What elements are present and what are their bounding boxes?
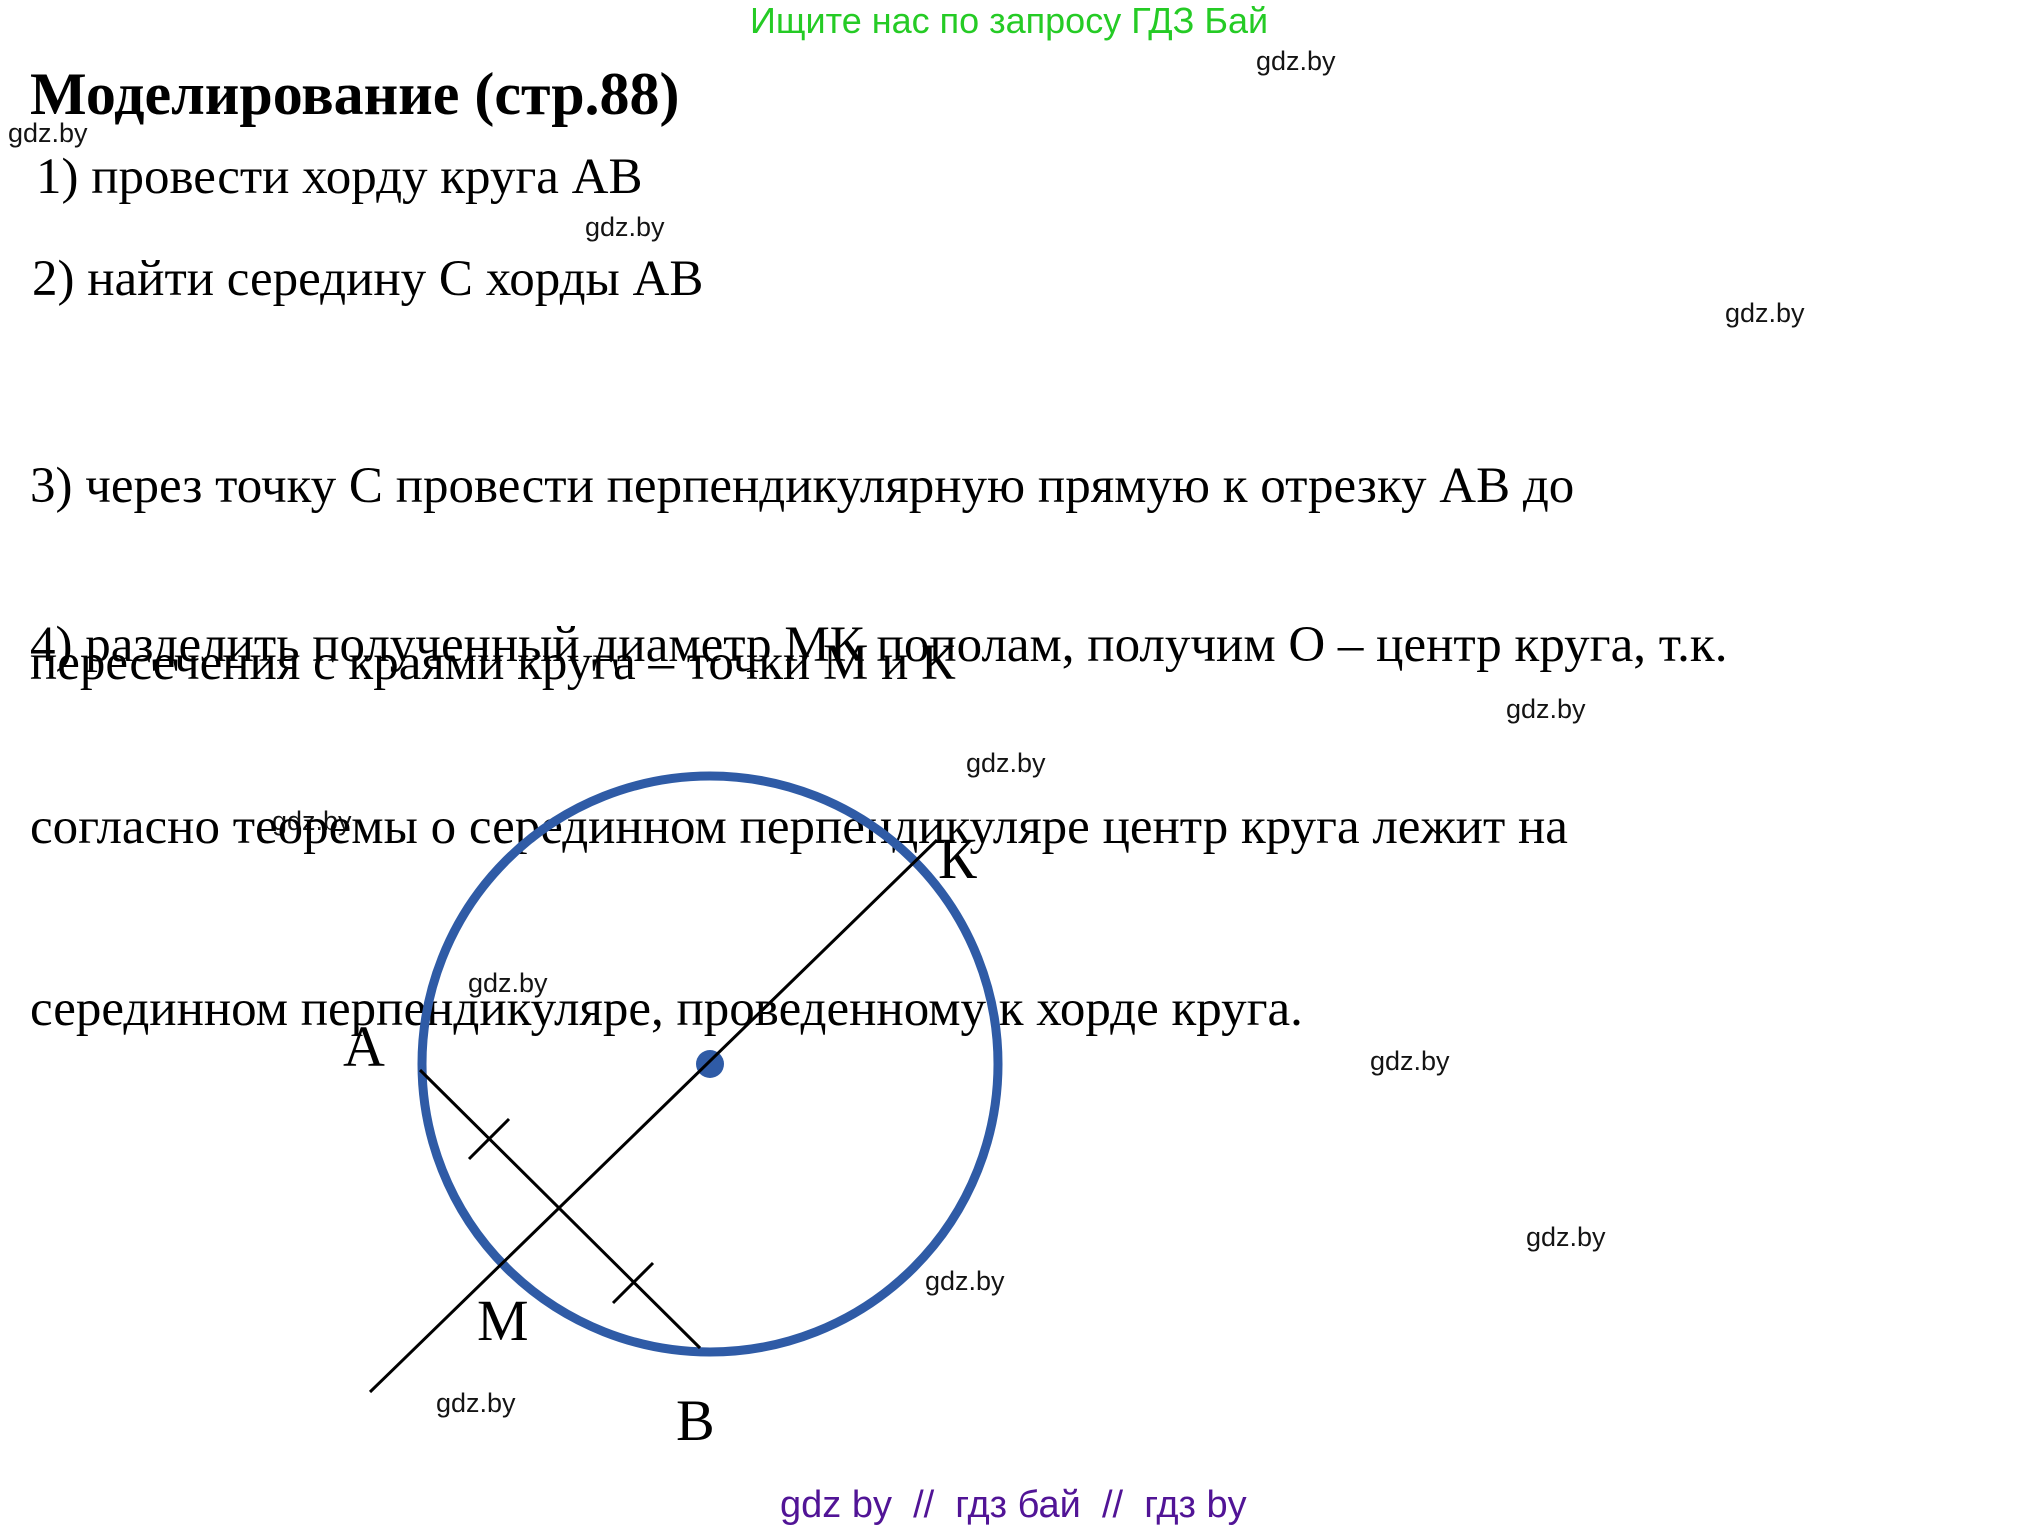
watermark: gdz.by bbox=[436, 1388, 516, 1418]
watermark: gdz.by bbox=[1725, 298, 1805, 328]
promo-banner: Ищите нас по запросу ГДЗ Бай bbox=[750, 0, 1269, 41]
center-point-o bbox=[696, 1050, 724, 1078]
chord-line-ab bbox=[418, 1068, 702, 1350]
watermark: gdz.by bbox=[1526, 1222, 1606, 1252]
step-3: 3) через точку С провести перпендикулярн… bbox=[30, 340, 1574, 810]
step-1: 1) провести хорду круга АВ bbox=[36, 149, 643, 205]
footer-watermark: gdz by // гдз бай // гдз by bbox=[780, 1484, 1247, 1526]
circle-outline bbox=[417, 771, 1003, 1357]
step-3-line-2: пересечения с краями круга – точки М и К bbox=[30, 635, 956, 691]
watermark: gdz.by bbox=[925, 1266, 1005, 1296]
watermark: gdz.by bbox=[1506, 694, 1586, 724]
label-point-k: К bbox=[938, 826, 977, 891]
page-title: Моделирование (стр.88) bbox=[30, 61, 680, 127]
tick-mark-cb bbox=[611, 1261, 655, 1305]
label-point-b: В bbox=[676, 1388, 715, 1453]
watermark: gdz.by bbox=[1256, 46, 1336, 76]
step-4-line-2: согласно теоремы о серединном перпендику… bbox=[30, 799, 1568, 855]
watermark: gdz.by bbox=[966, 748, 1046, 778]
label-point-a: А bbox=[343, 1014, 385, 1079]
watermark: gdz.by bbox=[272, 806, 352, 836]
label-point-m: М bbox=[477, 1288, 529, 1353]
diameter-line-mk bbox=[368, 838, 939, 1394]
watermark: gdz.by bbox=[1370, 1046, 1450, 1076]
step-4-line-1: 4) разделить полученный диаметр МК попол… bbox=[30, 617, 1728, 673]
step-4: 4) разделить полученный диаметр МК попол… bbox=[30, 496, 1727, 1158]
step-2: 2) найти середину С хорды АВ bbox=[32, 251, 704, 307]
step-3-line-1: 3) через точку С провести перпендикулярн… bbox=[30, 458, 1575, 514]
watermark: gdz.by bbox=[585, 212, 665, 242]
watermark: gdz.by bbox=[8, 118, 88, 148]
tick-mark-ac bbox=[467, 1117, 511, 1161]
watermark: gdz.by bbox=[468, 968, 548, 998]
step-4-line-3: серединном перпендикуляре, проведенному … bbox=[30, 981, 1303, 1037]
